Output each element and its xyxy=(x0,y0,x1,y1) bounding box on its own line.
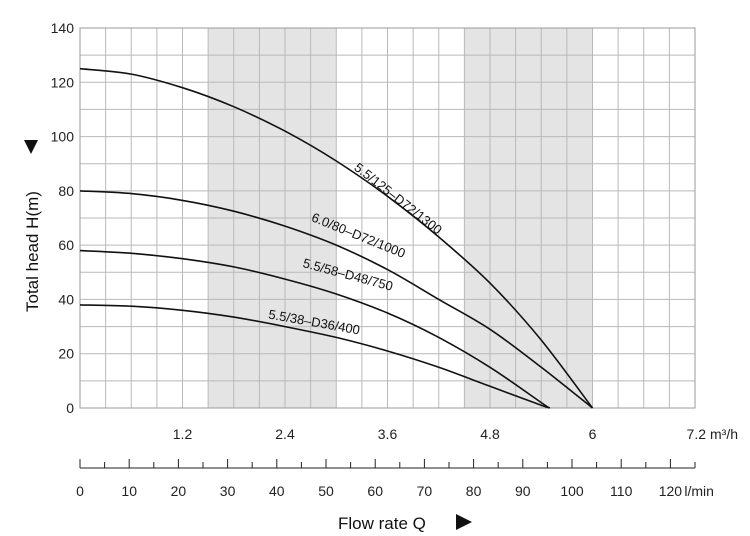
y-tick-labels: 0 20 40 60 80 100 120 140 xyxy=(51,20,75,416)
curve-series-0 xyxy=(79,67,594,409)
x-tick-label-lmin: 120 xyxy=(659,483,683,499)
y-tick-label: 0 xyxy=(66,400,74,416)
x-tick-label-lmin: 20 xyxy=(171,483,187,499)
y-tick-label: 120 xyxy=(51,74,75,90)
y-tick-label: 100 xyxy=(51,129,75,145)
y-axis-arrow-icon xyxy=(24,140,38,154)
x-tick-label-lmin: 60 xyxy=(367,483,383,499)
x-tick-labels-top: 1.2 2.4 3.6 4.8 6 7.2 m³/h xyxy=(173,426,738,442)
x-tick-label-lmin: 10 xyxy=(121,483,137,499)
y-axis-title: Total head H(m) xyxy=(23,191,42,312)
x-tick-label-m3h: 4.8 xyxy=(480,426,500,442)
x-axis-arrow-icon xyxy=(456,514,472,530)
x-unit-lmin: l/min xyxy=(684,483,714,499)
curve-series-3 xyxy=(79,304,551,409)
x-tick-label-m3h: 2.4 xyxy=(275,426,295,442)
x-axis-title: Flow rate Q xyxy=(338,514,426,533)
x-tick-label-lmin: 70 xyxy=(417,483,433,499)
bottom-flow-axis: 0 10 20 30 40 50 60 70 80 90 100 110 120 l/min xyxy=(76,459,714,499)
grid xyxy=(79,27,696,409)
x-tick-label-lmin: 50 xyxy=(318,483,334,499)
x-tick-label-lmin: 0 xyxy=(76,483,84,499)
curve-series-1 xyxy=(79,190,593,409)
x-tick-label-lmin: 40 xyxy=(269,483,285,499)
curve-series-2 xyxy=(79,249,551,409)
y-tick-label: 140 xyxy=(51,20,75,36)
x-tick-label-lmin: 100 xyxy=(560,483,584,499)
x-tick-label-lmin: 80 xyxy=(466,483,482,499)
y-tick-label: 40 xyxy=(58,291,74,307)
x-tick-label-m3h: 6 xyxy=(589,426,597,442)
x-unit-m3h: m³/h xyxy=(710,426,738,442)
curves xyxy=(79,67,594,409)
x-tick-label-lmin: 110 xyxy=(610,483,633,499)
x-tick-label-m3h: 1.2 xyxy=(173,426,193,442)
x-tick-label-lmin: 90 xyxy=(515,483,531,499)
y-tick-label: 20 xyxy=(58,346,74,362)
x-tick-label-lmin: 30 xyxy=(220,483,236,499)
curve-label-0: 5.5/125–D72/1300 xyxy=(351,160,445,238)
y-tick-label: 80 xyxy=(58,183,74,199)
y-tick-label: 60 xyxy=(58,237,74,253)
x-tick-label-m3h: 7.2 xyxy=(687,426,707,442)
x-tick-label-m3h: 3.6 xyxy=(378,426,398,442)
plot-frame xyxy=(79,27,696,409)
